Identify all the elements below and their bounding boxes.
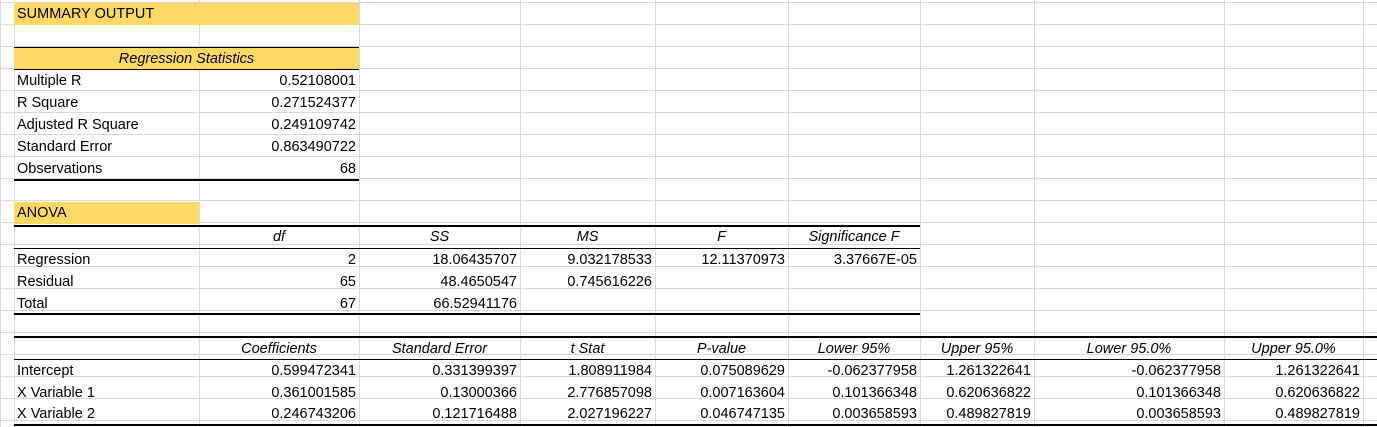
coef-cell[interactable]: 0.361001585	[271, 384, 356, 401]
anova-header-rule	[14, 248, 920, 249]
coef-header[interactable]: t Stat	[570, 341, 605, 357]
regstat-label[interactable]: Standard Error	[17, 139, 113, 155]
anova-cell[interactable]: 2	[347, 252, 356, 268]
regstat-value[interactable]: 0.249109742	[271, 117, 356, 133]
anova-cell[interactable]: 65	[339, 274, 356, 290]
summary-title[interactable]: SUMMARY OUTPUT	[14, 3, 359, 25]
coef-cell[interactable]: 0.101366348	[832, 384, 917, 401]
coef-header[interactable]: P-value	[696, 341, 747, 357]
coef-row-label[interactable]: Intercept	[17, 363, 74, 379]
coef-cell[interactable]: 0.13000366	[440, 384, 517, 401]
coef-cell[interactable]: 0.101366348	[1136, 384, 1221, 401]
anova-cell[interactable]	[520, 293, 655, 315]
anova-cell[interactable]: 12.11370973	[701, 252, 785, 268]
anova-row-label[interactable]: Regression	[17, 252, 91, 268]
anova-cell[interactable]: 9.032178533	[567, 252, 652, 268]
regstat-value[interactable]: 0.52108001	[279, 73, 356, 89]
regstat-label[interactable]: R Square	[17, 95, 79, 111]
regression-statistics-header[interactable]: Regression Statistics	[14, 48, 359, 70]
coef-cell[interactable]: 2.027196227	[567, 406, 652, 422]
anova-cell[interactable]: 18.06435707	[432, 252, 517, 268]
coef-header[interactable]: Standard Error	[391, 341, 488, 357]
coef-header[interactable]: Lower 95%	[817, 341, 891, 357]
regstat-label[interactable]: Multiple R	[17, 73, 82, 89]
coef-cell[interactable]: 2.776857098	[567, 384, 652, 401]
regstat-value[interactable]: 0.271524377	[271, 95, 356, 111]
anova-cell[interactable]: 66.52941176	[433, 296, 517, 312]
coef-header[interactable]: Coefficients	[241, 341, 317, 357]
coef-bottom-rule	[14, 424, 1377, 426]
anova-row-label[interactable]: Total	[17, 296, 48, 312]
coef-header-rule	[14, 359, 1377, 360]
coef-header[interactable]: Upper 95.0%	[1251, 341, 1336, 357]
coef-cell[interactable]: 0.075089629	[700, 363, 785, 379]
anova-cell[interactable]	[788, 271, 920, 293]
coef-cell[interactable]: 0.489827819	[946, 406, 1031, 422]
anova-cell[interactable]: 0.745616226	[567, 274, 652, 290]
anova-cell[interactable]	[788, 293, 920, 315]
coef-cell[interactable]: 0.599472341	[271, 363, 356, 379]
coef-cell[interactable]: -0.062377958	[827, 363, 918, 379]
anova-header[interactable]: SS	[429, 229, 450, 245]
coef-cell[interactable]: 0.003658593	[1136, 406, 1221, 422]
anova-header[interactable]: df	[272, 229, 286, 245]
regstat-value[interactable]: 68	[339, 161, 356, 177]
regstats-top-rule	[14, 47, 359, 48]
anova-header[interactable]: Significance F	[808, 229, 900, 245]
coef-row-label[interactable]: X Variable 2	[17, 406, 95, 422]
coef-cell[interactable]: 0.121716488	[432, 406, 517, 422]
regstat-label[interactable]: Adjusted R Square	[17, 117, 139, 133]
anova-cell[interactable]	[655, 271, 788, 293]
coef-cell[interactable]: 0.246743206	[271, 406, 356, 422]
anova-top-rule	[14, 225, 920, 227]
anova-header[interactable]: MS	[576, 229, 599, 245]
regstat-value[interactable]: 0.863490722	[271, 139, 356, 155]
regstats-bottom-rule	[14, 179, 359, 181]
coef-cell[interactable]: 0.046747135	[700, 406, 785, 422]
regstat-label[interactable]: Observations	[17, 161, 103, 177]
coef-cell[interactable]: 1.261322641	[1275, 363, 1360, 379]
anova-cell[interactable]: 3.37667E-05	[833, 252, 917, 268]
anova-cell[interactable]: 67	[339, 296, 356, 312]
coef-cell[interactable]: 0.331399397	[432, 363, 517, 379]
coef-cell[interactable]: 0.620636822	[1275, 384, 1360, 401]
coef-row-label[interactable]: X Variable 1	[17, 384, 95, 401]
anova-title[interactable]: ANOVA	[14, 202, 199, 224]
coef-top-rule	[14, 336, 1377, 338]
coef-cell[interactable]: 1.261322641	[946, 363, 1031, 379]
coef-header[interactable]: Lower 95.0%	[1086, 341, 1172, 357]
coef-cell[interactable]: -0.062377958	[1131, 363, 1222, 379]
anova-header[interactable]: F	[717, 229, 726, 245]
anova-row-label[interactable]: Residual	[17, 274, 74, 290]
anova-cell[interactable]	[655, 293, 788, 315]
regstats-header-rule	[14, 69, 359, 70]
anova-cell[interactable]: 48.4650547	[440, 274, 517, 290]
anova-bottom-rule	[14, 313, 920, 315]
coef-cell[interactable]: 0.489827819	[1275, 406, 1360, 422]
coef-cell[interactable]: 1.808911984	[568, 363, 652, 379]
coef-header[interactable]: Upper 95%	[940, 341, 1014, 357]
coef-cell[interactable]: 0.620636822	[946, 384, 1031, 401]
coef-cell[interactable]: 0.007163604	[700, 384, 785, 401]
coef-cell[interactable]: 0.003658593	[832, 406, 917, 422]
